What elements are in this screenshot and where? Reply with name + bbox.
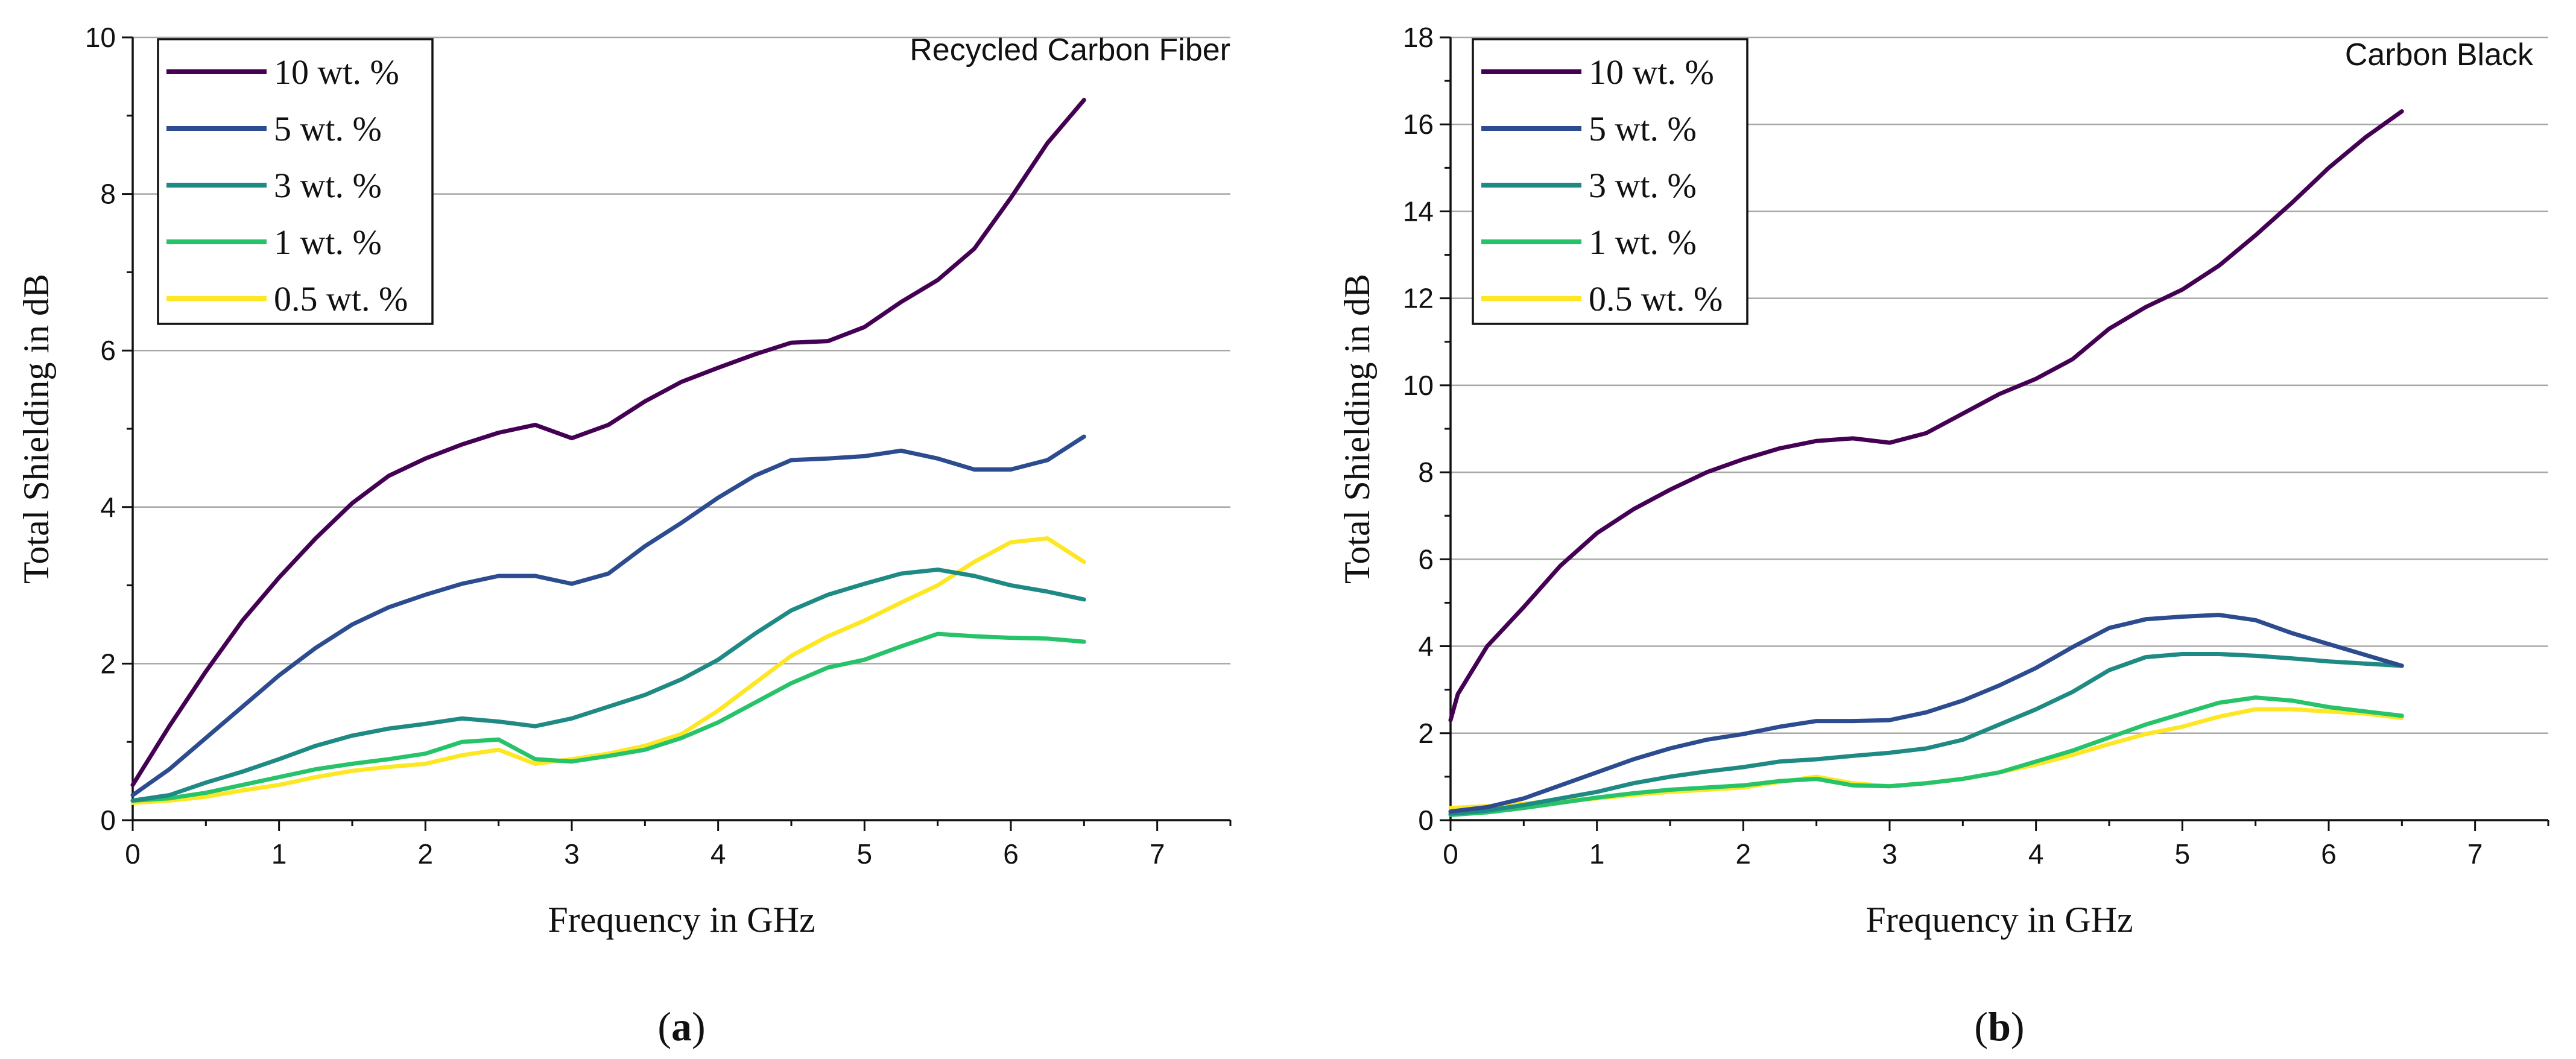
legend-label: 1 wt. % [274, 223, 382, 262]
legend-label: 5 wt. % [1589, 109, 1697, 148]
chart-title: Carbon Black [2345, 37, 2534, 72]
y-tick-label: 12 [1403, 283, 1434, 314]
x-tick-label: 6 [2321, 838, 2337, 870]
x-tick-label: 5 [2175, 838, 2191, 870]
x-tick-label: 7 [1150, 838, 1165, 870]
legend-label: 10 wt. % [274, 52, 399, 92]
y-tick-label: 10 [1403, 370, 1434, 401]
x-tick-label: 3 [564, 838, 580, 870]
x-tick-label: 0 [125, 838, 141, 870]
x-tick-label: 4 [2028, 838, 2044, 870]
series-line-1-wt [1448, 695, 2404, 817]
y-tick-label: 10 [85, 22, 116, 53]
y-tick-label: 8 [1418, 457, 1434, 488]
legend-label: 3 wt. % [274, 166, 382, 205]
y-tick-label: 2 [1418, 718, 1434, 749]
legend-box [1472, 38, 1748, 325]
y-tick-label: 6 [100, 335, 116, 366]
legend-label: 3 wt. % [1589, 166, 1697, 205]
y-axis-title: Total Shielding in dB [16, 274, 56, 584]
legend-label: 0.5 wt. % [1589, 279, 1723, 318]
panel-label: (b) [1974, 1004, 2024, 1049]
panel-label-close: ) [2011, 1004, 2025, 1049]
legend-label: 10 wt. % [1589, 52, 1714, 92]
x-tick-label: 4 [710, 838, 726, 870]
y-tick-label: 16 [1403, 109, 1434, 140]
y-axis-title: Total Shielding in dB [1337, 274, 1377, 584]
chart-title: Recycled Carbon Fiber [910, 33, 1230, 68]
y-tick-label: 4 [1418, 631, 1434, 662]
legend-label: 5 wt. % [274, 109, 382, 148]
legend-label: 1 wt. % [1589, 223, 1697, 262]
y-tick-label: 0 [1418, 805, 1434, 836]
series-line-10-wt [1448, 109, 2404, 722]
panel-label-open: ( [1974, 1004, 1988, 1049]
series-line-3-wt [1448, 652, 2404, 816]
legend-label: 0.5 wt. % [274, 279, 408, 318]
x-tick-label: 1 [1589, 838, 1605, 870]
panel-label: (a) [657, 1004, 705, 1049]
y-tick-label: 6 [1418, 543, 1434, 575]
x-tick-label: 1 [271, 838, 287, 870]
chart-panel-a: 0 2 4 6 8 10 0 1 2 3 4 5 6 7 Frequency in GHz Total Shi… [16, 22, 1232, 1049]
legend-box [157, 38, 434, 325]
x-tick-label: 5 [857, 838, 873, 870]
panel-label-letter: b [1988, 1004, 2011, 1049]
panel-label-letter: a [671, 1004, 692, 1049]
series-line-10-wt [130, 98, 1086, 788]
x-tick-label: 2 [418, 838, 434, 870]
y-tick-label: 2 [100, 648, 116, 679]
x-tick-label: 2 [1736, 838, 1752, 870]
y-tick-label: 8 [100, 179, 116, 210]
x-tick-label: 3 [1882, 838, 1897, 870]
x-tick-label: 6 [1003, 838, 1019, 870]
y-tick-label: 4 [100, 492, 116, 523]
x-tick-label: 0 [1443, 838, 1458, 870]
x-axis-title: Frequency in GHz [1866, 900, 2133, 940]
series-line-1-wt [130, 631, 1086, 803]
x-tick-label: 7 [2467, 838, 2483, 870]
series-line-3-wt [130, 567, 1086, 803]
x-axis-title: Frequency in GHz [548, 900, 815, 940]
series-line-5-wt [130, 434, 1086, 797]
series-line-5-wt [1448, 613, 2404, 814]
y-tick-label: 0 [100, 805, 116, 836]
y-tick-label: 18 [1403, 22, 1434, 53]
panel-label-open: ( [657, 1004, 671, 1049]
panel-label-close: ) [692, 1004, 706, 1049]
series-line-0-5-wt [130, 536, 1086, 805]
y-tick-label: 14 [1403, 195, 1434, 227]
